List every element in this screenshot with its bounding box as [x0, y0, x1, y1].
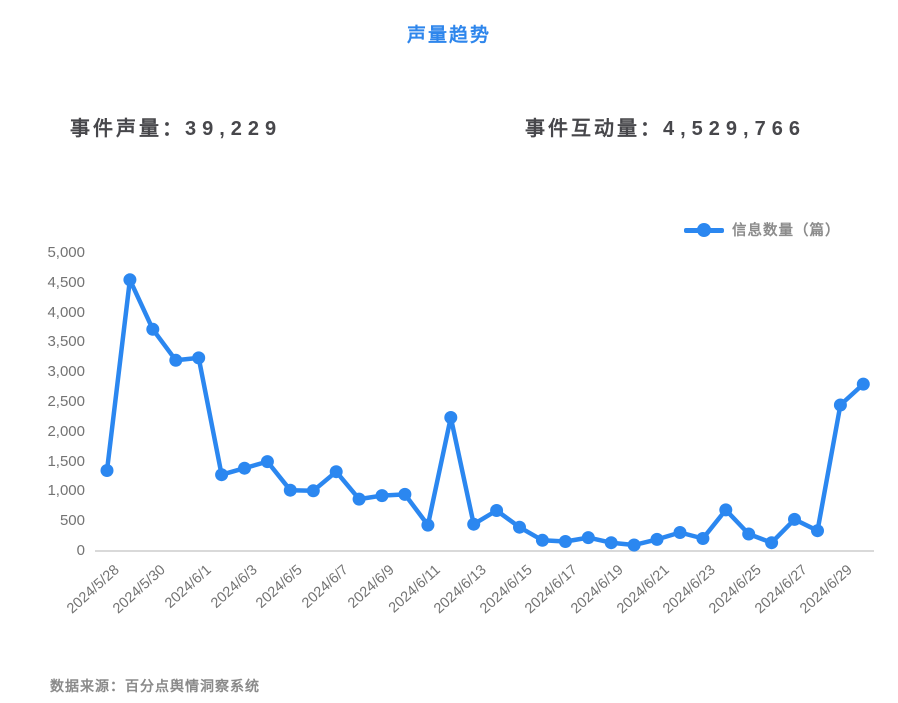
data-point[interactable] [811, 524, 824, 538]
series-line-info-count [104, 277, 866, 548]
data-point[interactable] [192, 351, 206, 365]
data-point[interactable] [238, 461, 251, 475]
data-point[interactable] [169, 353, 183, 367]
y-axis-tick-label: 3,000 [47, 363, 85, 381]
event-volume-label: 事件声量： [70, 118, 185, 140]
y-axis-tick-label: 500 [59, 512, 85, 530]
y-axis-tick-label: 2,500 [47, 393, 85, 410]
event-volume-stat: 事件声量：39,229 [70, 112, 282, 141]
y-axis-tick-label: 4,000 [47, 303, 85, 321]
data-point[interactable] [490, 504, 504, 517]
data-point[interactable] [788, 512, 801, 526]
event-interaction-value: 4,529,766 [663, 118, 806, 140]
y-axis-tick-label: 0 [76, 542, 85, 559]
data-point[interactable] [421, 518, 435, 532]
event-interaction-label: 事件互动量： [525, 118, 663, 140]
data-point[interactable] [100, 464, 114, 477]
data-point[interactable] [513, 520, 526, 534]
y-axis-tick-label: 5,000 [47, 244, 85, 261]
data-point[interactable] [146, 322, 160, 336]
data-point[interactable] [627, 538, 641, 552]
data-point[interactable] [123, 273, 137, 287]
data-point[interactable] [673, 526, 687, 539]
data-source-note: 数据来源：百分点舆情洞察系统 [50, 678, 260, 694]
data-point[interactable] [306, 484, 320, 498]
data-point[interactable] [696, 532, 710, 545]
y-axis-tick-label: 4,500 [47, 273, 85, 291]
data-point[interactable] [375, 489, 389, 503]
data-point[interactable] [558, 535, 572, 548]
data-point[interactable] [260, 455, 274, 469]
y-axis-tick-label: 3,500 [47, 333, 85, 351]
data-point[interactable] [329, 465, 343, 479]
y-axis-tick-label: 1,500 [47, 452, 85, 470]
chart-title: 声量趋势 [406, 25, 491, 46]
y-axis-tick-label: 2,000 [47, 422, 85, 440]
data-point[interactable] [467, 517, 481, 531]
legend-line-marker-icon [684, 222, 724, 238]
data-point[interactable] [604, 536, 618, 550]
data-point[interactable] [742, 527, 756, 541]
data-point[interactable] [535, 533, 549, 547]
data-point[interactable] [444, 411, 458, 424]
data-point[interactable] [352, 492, 366, 506]
legend-item-info-count[interactable]: 信息数量（篇） [684, 219, 841, 240]
data-point[interactable] [650, 532, 664, 546]
data-point[interactable] [283, 483, 297, 497]
data-point[interactable] [215, 468, 229, 482]
y-axis-tick-label: 1,000 [47, 482, 85, 500]
data-point[interactable] [398, 487, 412, 501]
event-volume-value: 39,229 [185, 118, 283, 140]
data-point[interactable] [581, 531, 595, 545]
data-point[interactable] [719, 503, 733, 517]
data-point[interactable] [765, 536, 779, 550]
event-interaction-stat: 事件互动量：4,529,766 [525, 112, 806, 141]
legend-label: 信息数量（篇） [732, 223, 841, 239]
data-point[interactable] [833, 398, 847, 412]
data-point[interactable] [856, 377, 870, 391]
